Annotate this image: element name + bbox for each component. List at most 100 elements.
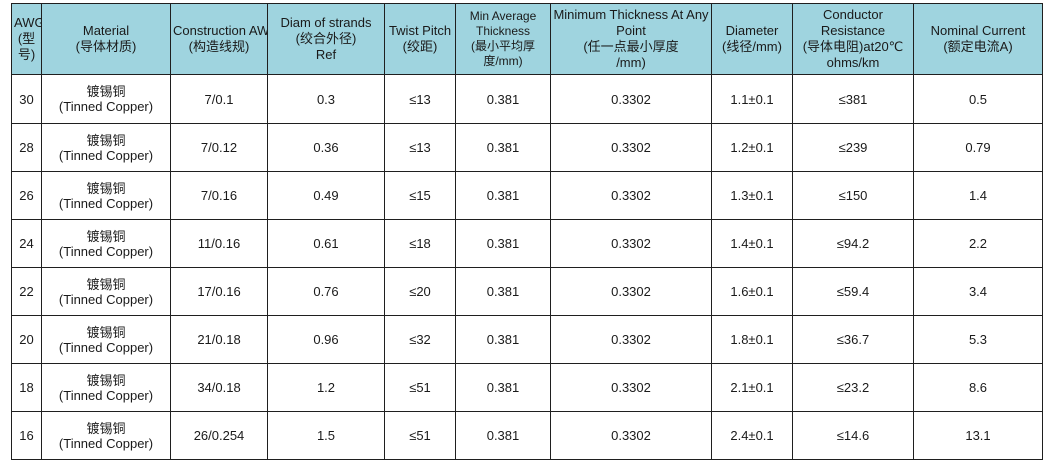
- table-row: 26 镀锡铜 (Tinned Copper) 7/0.16 0.49 ≤15 0.381 0.…: [11, 171, 1043, 220]
- cell-conductor-resistance: ≤23.2: [792, 363, 914, 412]
- material-cn-label: 镀锡铜: [86, 324, 126, 340]
- cell-twist-pitch: ≤32: [384, 315, 456, 364]
- cell-construction: 17/0.16: [170, 267, 268, 316]
- cell-twist-pitch: ≤51: [384, 411, 456, 460]
- cell-construction: 7/0.12: [170, 123, 268, 172]
- cell-nominal-current: 2.2: [913, 219, 1043, 268]
- cell-min-average-thickness: 0.381: [455, 171, 551, 220]
- cell-diameter: 1.8±0.1: [711, 315, 793, 364]
- cell-material: 镀锡铜 (Tinned Copper): [41, 74, 171, 124]
- cell-construction: 7/0.1: [170, 74, 268, 124]
- table-header-row: AWG (型号) Material (导体材质) Construction AW…: [11, 3, 1043, 75]
- table-row: 16 镀锡铜 (Tinned Copper) 26/0.254 1.5 ≤51 0.381 0…: [11, 411, 1043, 460]
- material-en-label: (Tinned Copper): [58, 339, 154, 355]
- table-row: 20 镀锡铜 (Tinned Copper) 21/0.18 0.96 ≤32 0.381 0…: [11, 315, 1043, 364]
- cell-nominal-current: 8.6: [913, 363, 1043, 412]
- cell-diam-of-strands: 0.96: [267, 315, 385, 364]
- header-nominal-current: Nominal Current (额定电流A): [913, 3, 1043, 75]
- cell-conductor-resistance: ≤94.2: [792, 219, 914, 268]
- header-conductor-resistance: Conductor Resistance (导体电阻)at20℃ ohms/km: [792, 3, 914, 75]
- cell-material: 镀锡铜 (Tinned Copper): [41, 363, 171, 412]
- cell-construction: 34/0.18: [170, 363, 268, 412]
- material-en-label: (Tinned Copper): [58, 99, 154, 114]
- cell-construction: 21/0.18: [170, 315, 268, 364]
- table-row: 22 镀锡铜 (Tinned Copper) 17/0.16 0.76 ≤20 0.381 0…: [11, 267, 1043, 316]
- cell-awg: 22: [11, 267, 42, 316]
- cell-diam-of-strands: 0.61: [267, 219, 385, 268]
- cell-nominal-current: 3.4: [913, 267, 1043, 316]
- cell-material: 镀锡铜 (Tinned Copper): [41, 171, 171, 220]
- header-diam-of-strands: Diam of strands (绞合外径) Ref: [267, 3, 385, 75]
- cell-twist-pitch: ≤20: [384, 267, 456, 316]
- cell-minimum-thickness: 0.3302: [550, 74, 712, 124]
- cell-diam-of-strands: 0.76: [267, 267, 385, 316]
- cell-minimum-thickness: 0.3302: [550, 411, 712, 460]
- cell-diam-of-strands: 0.49: [267, 171, 385, 220]
- table-row: 30 镀锡铜 (Tinned Copper) 7/0.1 0.3 ≤13 0.381 0.33…: [11, 74, 1043, 124]
- material-en-label: (Tinned Copper): [58, 387, 154, 403]
- cell-awg: 26: [11, 171, 42, 220]
- cell-material: 镀锡铜 (Tinned Copper): [41, 267, 171, 316]
- cell-minimum-thickness: 0.3302: [550, 363, 712, 412]
- cell-awg: 28: [11, 123, 42, 172]
- cell-min-average-thickness: 0.381: [455, 74, 551, 124]
- cell-min-average-thickness: 0.381: [455, 219, 551, 268]
- material-cn-label: 镀锡铜: [86, 132, 126, 148]
- cell-construction: 7/0.16: [170, 171, 268, 220]
- cell-min-average-thickness: 0.381: [455, 123, 551, 172]
- cell-conductor-resistance: ≤381: [792, 74, 914, 124]
- cell-awg: 16: [11, 411, 42, 460]
- cell-diam-of-strands: 1.2: [267, 363, 385, 412]
- cell-nominal-current: 0.5: [913, 74, 1043, 124]
- header-diameter: Diameter (线径/mm): [711, 3, 793, 75]
- cell-conductor-resistance: ≤59.4: [792, 267, 914, 316]
- material-en-label: (Tinned Copper): [58, 147, 154, 163]
- cell-twist-pitch: ≤18: [384, 219, 456, 268]
- table-row: 28 镀锡铜 (Tinned Copper) 7/0.12 0.36 ≤13 0.381 0.…: [11, 123, 1043, 172]
- cell-material: 镀锡铜 (Tinned Copper): [41, 219, 171, 268]
- material-en-label: (Tinned Copper): [58, 435, 154, 451]
- cell-conductor-resistance: ≤239: [792, 123, 914, 172]
- cell-diameter: 2.4±0.1: [711, 411, 793, 460]
- cell-conductor-resistance: ≤150: [792, 171, 914, 220]
- cell-conductor-resistance: ≤36.7: [792, 315, 914, 364]
- cell-twist-pitch: ≤13: [384, 123, 456, 172]
- material-cn-label: 镀锡铜: [86, 84, 126, 99]
- cell-nominal-current: 13.1: [913, 411, 1043, 460]
- table-row: 24 镀锡铜 (Tinned Copper) 11/0.16 0.61 ≤18 0.381 0…: [11, 219, 1043, 268]
- awg-spec-table: AWG (型号) Material (导体材质) Construction AW…: [11, 3, 1043, 460]
- cell-nominal-current: 0.79: [913, 123, 1043, 172]
- cell-material: 镀锡铜 (Tinned Copper): [41, 411, 171, 460]
- cell-diameter: 1.1±0.1: [711, 74, 793, 124]
- cell-diameter: 1.2±0.1: [711, 123, 793, 172]
- cell-diameter: 1.3±0.1: [711, 171, 793, 220]
- cell-min-average-thickness: 0.381: [455, 315, 551, 364]
- cell-conductor-resistance: ≤14.6: [792, 411, 914, 460]
- cell-min-average-thickness: 0.381: [455, 411, 551, 460]
- material-cn-label: 镀锡铜: [86, 276, 126, 292]
- header-minimum-thickness-any-point: Minimum Thickness At Any Point (任一点最小厚度 …: [550, 3, 712, 75]
- material-cn-label: 镀锡铜: [86, 228, 126, 244]
- cell-minimum-thickness: 0.3302: [550, 267, 712, 316]
- cell-min-average-thickness: 0.381: [455, 363, 551, 412]
- header-material: Material (导体材质): [41, 3, 171, 75]
- material-cn-label: 镀锡铜: [86, 420, 126, 436]
- material-en-label: (Tinned Copper): [58, 195, 154, 211]
- cell-construction: 11/0.16: [170, 219, 268, 268]
- cell-awg: 18: [11, 363, 42, 412]
- cell-twist-pitch: ≤13: [384, 74, 456, 124]
- material-cn-label: 镀锡铜: [86, 180, 126, 196]
- cell-diam-of-strands: 1.5: [267, 411, 385, 460]
- cell-material: 镀锡铜 (Tinned Copper): [41, 315, 171, 364]
- cell-material: 镀锡铜 (Tinned Copper): [41, 123, 171, 172]
- cell-nominal-current: 5.3: [913, 315, 1043, 364]
- cell-awg: 30: [11, 74, 42, 124]
- cell-min-average-thickness: 0.381: [455, 267, 551, 316]
- cell-diameter: 1.6±0.1: [711, 267, 793, 316]
- cell-minimum-thickness: 0.3302: [550, 219, 712, 268]
- header-awg: AWG (型号): [11, 3, 42, 75]
- material-en-label: (Tinned Copper): [58, 243, 154, 259]
- cell-minimum-thickness: 0.3302: [550, 123, 712, 172]
- cell-awg: 24: [11, 219, 42, 268]
- cell-diam-of-strands: 0.3: [267, 74, 385, 124]
